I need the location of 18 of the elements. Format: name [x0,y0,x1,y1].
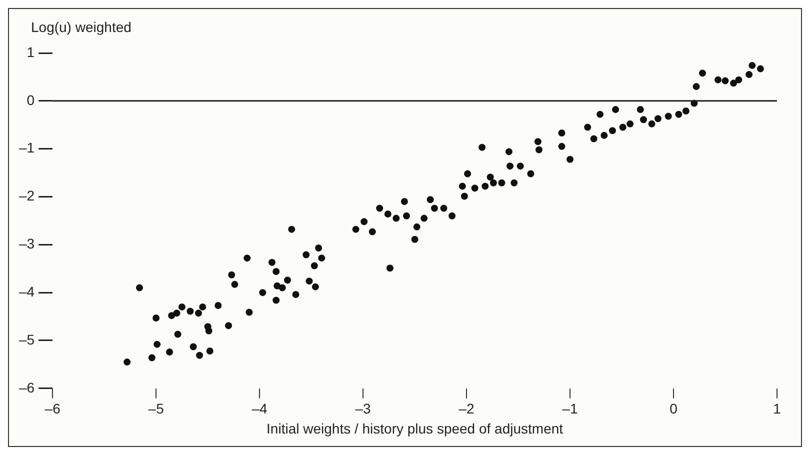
y-tick-label: –6 [18,379,35,396]
x-tick-label: –5 [148,400,164,417]
x-tick-label: –6 [44,400,61,417]
y-tick-label: –1 [18,140,35,156]
y-tick-label: 1 [26,44,35,60]
y-tick-label: –3 [18,236,35,252]
x-tick-label: –3 [355,400,372,417]
x-tick-label: –2 [458,400,475,417]
y-tick-label: –4 [18,283,35,300]
x-tick-label: 1 [773,400,782,417]
y-tick-label: –2 [18,188,35,204]
x-tick-label: –1 [562,400,578,417]
y-tick-label: –5 [18,331,35,348]
y-axis-title: Log(u) weighted [31,19,132,35]
x-axis-title: Initial weights / history plus speed of adjustment [266,420,564,436]
x-tick-label: 0 [670,400,678,417]
x-tick-label: –4 [252,400,268,417]
y-tick-label: 0 [26,92,35,108]
